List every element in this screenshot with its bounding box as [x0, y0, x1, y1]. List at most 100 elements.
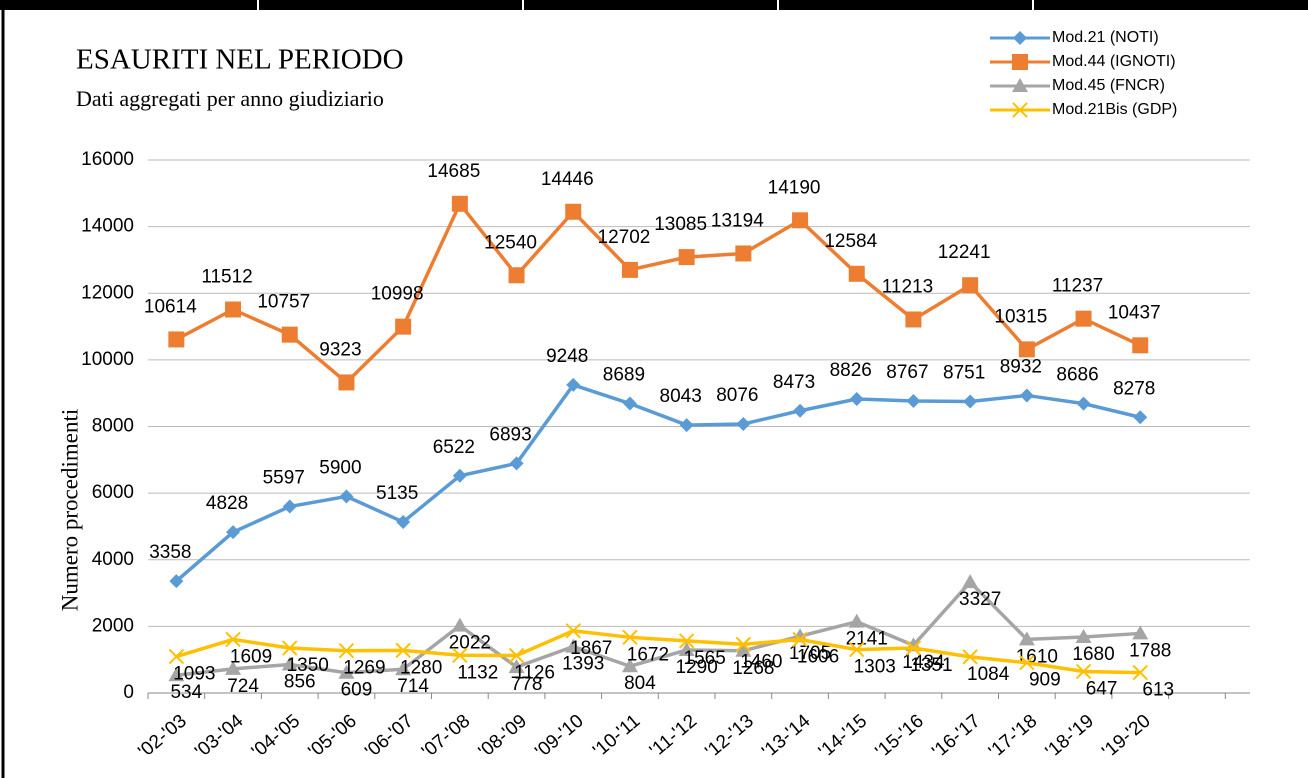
point: [338, 374, 355, 391]
y-axis-label: Numero procedimenti: [57, 409, 82, 611]
point: [565, 203, 582, 220]
x-tick-label: '15-'16: [872, 711, 928, 763]
point: [1076, 396, 1091, 411]
x-tick-label: '03-'04: [191, 710, 248, 762]
data-label: 613: [1142, 680, 1174, 701]
data-label: 1350: [287, 655, 329, 676]
point: [905, 640, 922, 656]
point: [338, 643, 355, 659]
point: [451, 617, 468, 632]
point: [735, 245, 752, 262]
point: [395, 661, 412, 676]
point: [1075, 310, 1092, 327]
point: [508, 647, 525, 664]
data-label: 13194: [711, 210, 764, 231]
data-label: 804: [624, 673, 656, 694]
data-label: 3358: [149, 542, 191, 563]
point: [282, 640, 298, 656]
y-tick-label: 14000: [81, 216, 134, 237]
point: [1018, 631, 1035, 646]
data-label: 11237: [1052, 276, 1103, 297]
x-tick-label: '16-'17: [928, 711, 984, 763]
point: [678, 633, 695, 649]
point: [281, 326, 298, 343]
point: [622, 396, 637, 411]
x-tick-label: '05-'06: [305, 711, 361, 763]
data-label: 11213: [882, 276, 933, 297]
point: [963, 394, 978, 409]
data-label: 1393: [562, 654, 604, 675]
x-tick-label: '08-'09: [475, 711, 531, 763]
data-label: 778: [511, 674, 543, 695]
data-label: 1672: [627, 644, 669, 665]
point: [1012, 54, 1028, 70]
point: [1019, 388, 1034, 403]
data-label: 12702: [598, 227, 651, 248]
series-line: [175, 629, 1141, 675]
x-tick-label: '07-'08: [418, 711, 474, 763]
point: [395, 642, 411, 659]
data-label: 1705: [789, 643, 831, 664]
data-label: 647: [1086, 678, 1118, 699]
data-label: 1280: [400, 657, 442, 678]
y-tick-label: 4000: [92, 549, 134, 570]
data-label: 5900: [319, 457, 361, 478]
chart-title: ESAURITI NEL PERIODO: [76, 44, 404, 76]
series-line: [175, 200, 1141, 385]
point: [678, 249, 695, 266]
data-label: 12584: [824, 231, 877, 252]
data-label: 10998: [371, 284, 424, 305]
y-tick-label: 10000: [81, 349, 134, 370]
point: [906, 393, 921, 408]
data-label: 1606: [797, 647, 839, 668]
point: [621, 658, 638, 673]
data-label: 12540: [484, 232, 537, 253]
top-border: [0, 0, 1308, 10]
x-tick-label: '12-'13: [701, 711, 757, 763]
point: [452, 647, 468, 663]
data-label: 9323: [319, 339, 361, 360]
data-label: 9248: [546, 346, 588, 367]
data-label: 1303: [854, 657, 896, 678]
point: [849, 641, 865, 658]
data-label: 6522: [433, 437, 475, 458]
point: [395, 318, 412, 335]
point: [679, 418, 694, 433]
data-label: 1609: [230, 646, 272, 667]
point: [792, 212, 809, 229]
data-label: 1680: [1072, 644, 1114, 665]
data-label: 12241: [938, 242, 991, 263]
data-label: 10315: [994, 306, 1047, 327]
legend-label: Mod.45 (FNCR): [1052, 77, 1165, 94]
point: [962, 649, 978, 665]
series-line: [175, 382, 1141, 583]
point: [225, 631, 241, 648]
x-tick-label: '02-'03: [134, 711, 190, 763]
y-tick-label: 0: [123, 682, 134, 703]
point: [168, 648, 185, 665]
point: [621, 261, 638, 278]
x-tick-label: '14-'15: [815, 711, 871, 763]
data-label: 5597: [263, 468, 305, 489]
data-label: 6893: [489, 424, 531, 445]
x-tick-label: '19-'20: [1098, 711, 1154, 763]
data-label: 8278: [1113, 378, 1155, 399]
data-label: 1269: [343, 658, 385, 679]
point: [1012, 78, 1028, 92]
data-label: 13085: [654, 214, 707, 235]
data-label: 1434: [902, 652, 945, 673]
legend-label: Mod.21Bis (GDP): [1052, 101, 1177, 118]
y-tick-label: 6000: [92, 482, 134, 503]
data-label: 856: [284, 672, 316, 693]
point: [735, 642, 752, 657]
x-tick-label: '10-'11: [589, 711, 644, 762]
point: [508, 659, 525, 674]
point: [793, 403, 808, 418]
data-label: 534: [170, 682, 202, 703]
point: [452, 468, 467, 483]
data-label: 14446: [541, 169, 594, 190]
point: [792, 631, 808, 648]
data-label: 8686: [1056, 365, 1098, 386]
data-label: 1290: [676, 657, 718, 678]
